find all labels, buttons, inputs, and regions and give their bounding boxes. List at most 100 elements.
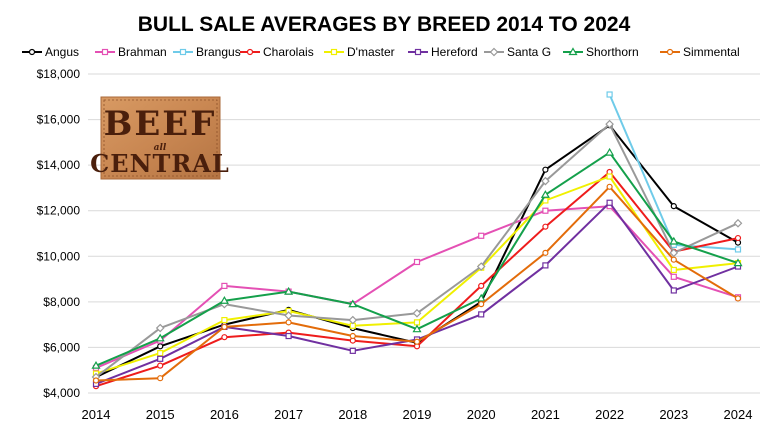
data-point (733, 258, 743, 267)
legend-item: Angus (22, 45, 79, 59)
legend-label: Hereford (431, 45, 478, 59)
legend-item: Brahman (95, 45, 167, 59)
data-point (606, 199, 613, 206)
data-point (670, 287, 677, 294)
series-charolais (92, 168, 742, 390)
data-point (284, 286, 294, 295)
legend-label: D'master (347, 45, 395, 59)
legend-item: Santa G (484, 45, 551, 59)
data-point (734, 295, 742, 302)
legend-marker (179, 48, 187, 56)
data-point (605, 119, 614, 129)
chart-title: BULL SALE AVERAGES BY BREED 2014 TO 2024 (138, 13, 631, 36)
series-simmental (92, 183, 742, 384)
legend-label: Santa G (507, 45, 551, 59)
data-point (476, 293, 486, 302)
y-tick-label: $6,000 (43, 340, 80, 354)
data-point (478, 282, 485, 290)
y-tick-label: $18,000 (37, 67, 81, 81)
data-point (285, 319, 292, 326)
data-point (542, 166, 549, 173)
data-point (157, 350, 164, 357)
data-point (669, 236, 679, 245)
x-tick-label: 2018 (338, 407, 367, 422)
data-point (542, 249, 549, 256)
x-tick-label: 2024 (724, 407, 753, 422)
legend-marker (489, 47, 499, 57)
y-tick-label: $16,000 (37, 113, 81, 127)
data-point (92, 377, 100, 384)
data-point (157, 355, 164, 362)
grid-lines (88, 73, 760, 394)
data-point (157, 375, 164, 382)
plot-area (91, 91, 743, 390)
data-point (733, 218, 743, 228)
y-tick-label: $14,000 (37, 158, 81, 172)
legend-label: Brahman (118, 45, 167, 59)
data-point (221, 282, 228, 290)
data-point (348, 299, 358, 308)
x-tick-label: 2017 (274, 407, 303, 422)
data-point (157, 343, 164, 350)
legend-marker (414, 48, 422, 56)
data-point (476, 262, 486, 271)
x-tick-label: 2022 (595, 407, 624, 422)
y-tick-label: $10,000 (37, 249, 81, 263)
data-point (91, 360, 101, 369)
data-point (412, 308, 422, 318)
data-point (349, 347, 356, 354)
data-point (412, 324, 422, 333)
data-point (221, 316, 228, 324)
data-point (670, 203, 677, 210)
series-brangus (606, 91, 742, 253)
logo-beef-text: BEEF (104, 104, 217, 144)
data-point (413, 319, 421, 326)
legend: Angus Brahman Brangus Charolais D'master Here… (22, 45, 740, 59)
data-point (413, 338, 421, 345)
data-point (285, 332, 292, 340)
data-point (540, 190, 550, 198)
data-point (478, 232, 485, 239)
data-point (734, 246, 742, 253)
data-point (542, 223, 549, 230)
series-line (95, 185, 739, 382)
legend-item: Simmental (660, 45, 740, 59)
data-point (284, 311, 293, 320)
y-tick-label: $4,000 (43, 386, 80, 400)
legend-item: Charolais (240, 45, 314, 59)
x-tick-label: 2019 (403, 407, 432, 422)
beef-central-logo: BEEF all CENTRAL (90, 96, 230, 180)
legend-label: Brangus (196, 45, 241, 59)
x-tick-label: 2016 (210, 407, 239, 422)
data-point (221, 323, 228, 331)
x-tick-label: 2020 (467, 407, 496, 422)
logo-central-text: CENTRAL (90, 149, 230, 178)
series-hereford (92, 199, 742, 387)
legend-marker (330, 48, 338, 56)
data-point (221, 334, 228, 341)
data-point (219, 296, 229, 304)
data-point (155, 323, 165, 333)
legend-marker (568, 47, 578, 56)
data-point (542, 207, 549, 214)
data-point (670, 273, 677, 280)
series-line (95, 171, 739, 388)
legend-item: D'master (324, 45, 395, 59)
data-point (478, 311, 485, 318)
data-point (606, 91, 613, 98)
legend-item: Shorthorn (563, 45, 639, 59)
x-axis: 2014 2015 2016 2017 2018 2019 2020 2021 2022 2023… (82, 407, 753, 422)
data-point (606, 183, 613, 190)
series-line (95, 201, 739, 385)
data-point (413, 258, 421, 266)
logo-mid-text: all (154, 143, 167, 153)
data-point (349, 332, 356, 340)
data-point (157, 362, 164, 369)
data-point (670, 256, 677, 263)
legend-marker (246, 48, 254, 56)
x-tick-label: 2014 (82, 407, 111, 422)
legend-marker (28, 48, 36, 56)
legend-label: Shorthorn (586, 45, 639, 59)
legend-marker (101, 48, 109, 56)
